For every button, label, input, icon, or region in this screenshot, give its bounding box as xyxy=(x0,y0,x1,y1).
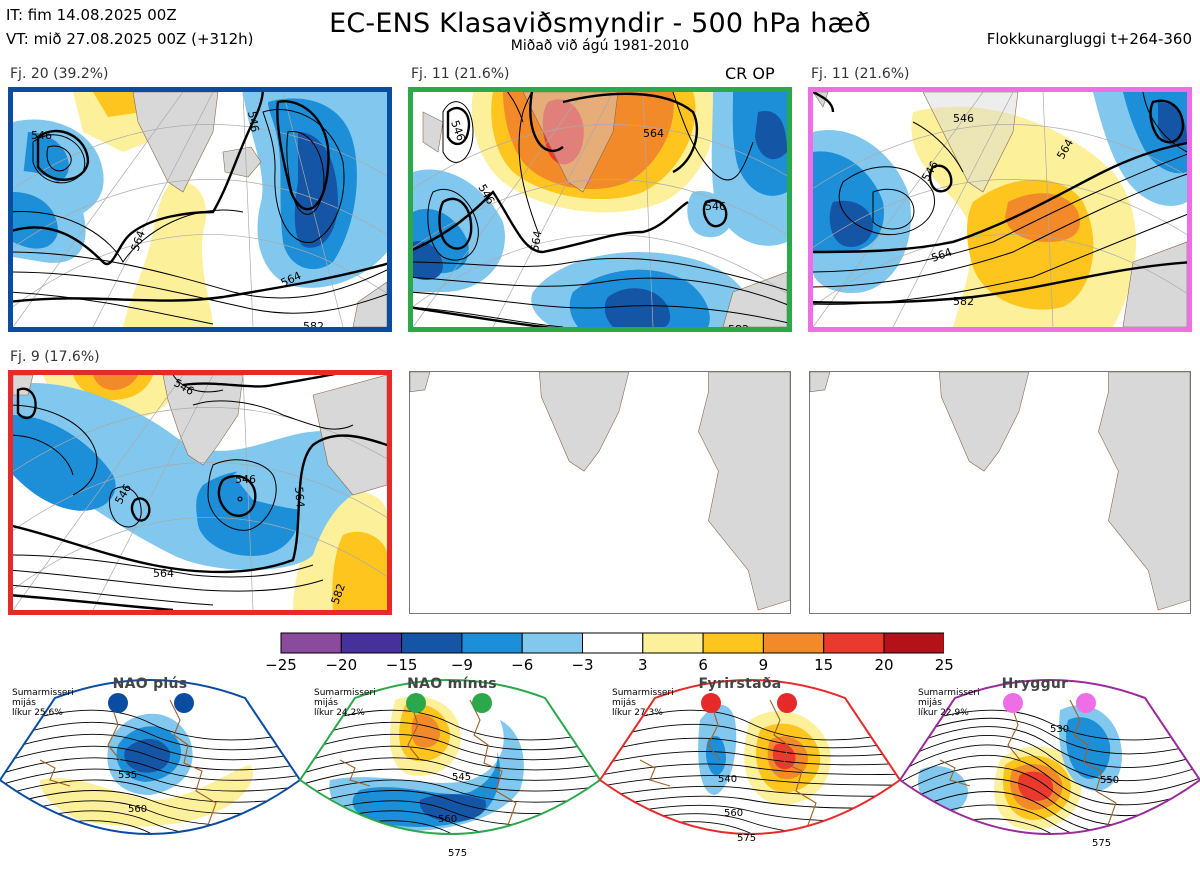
regime-note-line: mijás xyxy=(612,698,636,708)
regime-name: NAO mínus xyxy=(407,676,497,692)
regime-note-line: mijás xyxy=(918,698,942,708)
regime-contour-label: 535 xyxy=(118,770,137,781)
regime-marker-dot xyxy=(406,693,426,713)
cluster-map-1-plot: 546 546 564 564 582 xyxy=(13,92,387,327)
colorbar-tick-label: 9 xyxy=(758,656,769,674)
contour-label: 582 xyxy=(953,295,974,308)
colorbar-tick-label: 20 xyxy=(874,656,894,674)
regime-marker-dot xyxy=(701,693,721,713)
colorbar-tick-label: 6 xyxy=(698,656,708,674)
cluster-map-4[interactable]: 546 546 546 564 564 582 xyxy=(8,370,392,615)
colorbar-tick-label: −9 xyxy=(450,656,473,674)
valid-time: VT: mið 27.08.2025 00Z (+312h) xyxy=(6,30,254,48)
regime-contour-label: 550 xyxy=(1100,775,1119,786)
regime-contour-label: 530 xyxy=(1050,724,1069,735)
colorbar-tick-label: −3 xyxy=(571,656,594,674)
regime-contour-label: 540 xyxy=(718,774,737,785)
regime-marker-dot xyxy=(777,693,797,713)
regime-contour-label: 575 xyxy=(448,848,467,859)
classification-window: Flokkunargluggi t+264-360 xyxy=(986,30,1192,48)
regime-contour-label: 560 xyxy=(438,814,457,825)
colorbar-tick-label: −15 xyxy=(385,656,418,674)
regime-name: Hryggur xyxy=(1001,676,1069,692)
regime-map-1 xyxy=(0,699,300,834)
regime-note-line: líkur 27,3% xyxy=(612,708,663,718)
regime-marker-dot xyxy=(174,693,194,713)
control-op-badge: CR OP xyxy=(725,64,775,83)
regime-note-line: líkur 25,6% xyxy=(12,708,63,718)
contour-label: 564 xyxy=(292,486,307,508)
regime-note-line: Sumarmisseri xyxy=(314,688,376,698)
regime-name: Fyrirstaða xyxy=(698,676,782,692)
colorbar-tick-label: −20 xyxy=(325,656,358,674)
regime-note-line: líkur 24,2% xyxy=(314,708,365,718)
cluster-map-2-plot: 546 546 564 546 564 582 xyxy=(413,92,787,327)
colorbar-tick-label: −6 xyxy=(511,656,534,674)
contour-label: 582 xyxy=(728,323,749,327)
regime-note-line: mijás xyxy=(12,698,36,708)
regime-marker-dot xyxy=(1076,693,1096,713)
regime-marker-dot xyxy=(108,693,128,713)
empty-map-6 xyxy=(809,371,1191,614)
colorbar-tick-label: 3 xyxy=(638,656,648,674)
panel-1-label: Fj. 20 (39.2%) xyxy=(10,66,109,82)
regime-map-2 xyxy=(300,696,600,834)
regime-note-line: Sumarmisseri xyxy=(918,688,980,698)
empty-map-5 xyxy=(409,371,791,614)
contour-label: 564 xyxy=(528,230,544,253)
regime-contour-label: 545 xyxy=(452,772,471,783)
regime-marker-dot xyxy=(1003,693,1023,713)
colorbar-tick-label: 25 xyxy=(934,656,954,674)
panel-4-label: Fj. 9 (17.6%) xyxy=(10,349,100,365)
regime-note: Sumarmisseri mijás líkur 22,9% xyxy=(918,688,980,718)
contour-label: 546 xyxy=(31,129,52,142)
contour-label: 546 xyxy=(953,112,974,125)
regime-contour-label: 575 xyxy=(1092,838,1111,849)
contour-label: 564 xyxy=(643,127,664,140)
initial-time: IT: fim 14.08.2025 00Z xyxy=(6,6,177,24)
regime-note-line: Sumarmisseri xyxy=(12,688,74,698)
page-title: EC-ENS Klasaviðsmyndir - 500 hPa hæð xyxy=(329,8,871,39)
colorbar-tick-label: 15 xyxy=(814,656,834,674)
regime-note-line: Sumarmisseri xyxy=(612,688,674,698)
cluster-map-2[interactable]: 546 546 564 546 564 582 xyxy=(408,87,792,332)
contour-label: 564 xyxy=(153,567,174,580)
cluster-map-4-plot: 546 546 546 564 564 582 xyxy=(13,375,387,610)
regime-note-line: mijás xyxy=(314,698,338,708)
regime-note: Sumarmisseri mijás líkur 25,6% xyxy=(12,688,74,718)
regime-note: Sumarmisseri mijás líkur 27,3% xyxy=(612,688,674,718)
cluster-map-3-plot: 546 546 564 564 582 xyxy=(813,92,1187,327)
contour-label: 582 xyxy=(303,320,324,327)
regime-name: NAO plús xyxy=(112,676,188,692)
regime-contour-label: 560 xyxy=(724,808,743,819)
regime-contour-label: 575 xyxy=(737,833,756,844)
colorbar-swatch xyxy=(883,632,944,654)
regime-note-line: líkur 22,9% xyxy=(918,708,969,718)
panel-3-label: Fj. 11 (21.6%) xyxy=(811,66,910,82)
colorbar-tick-label: −25 xyxy=(265,656,297,674)
panel-2-label: Fj. 11 (21.6%) xyxy=(411,66,510,82)
regime-note: Sumarmisseri mijás líkur 24,2% xyxy=(314,688,376,718)
cluster-map-1[interactable]: 546 546 564 564 582 xyxy=(8,87,392,332)
regime-contour-label: 560 xyxy=(128,804,147,815)
regime-map-3 xyxy=(600,699,900,834)
regime-map-4 xyxy=(900,699,1200,834)
contour-label: 546 xyxy=(235,473,256,486)
anomaly-colorbar xyxy=(280,632,944,654)
contour-label: 546 xyxy=(245,110,261,133)
cluster-map-3[interactable]: 546 546 564 564 582 xyxy=(808,87,1192,332)
regime-marker-dot xyxy=(472,693,492,713)
climatology-subtitle: Miðað við ágú 1981-2010 xyxy=(510,38,690,54)
contour-label: 546 xyxy=(705,200,726,213)
